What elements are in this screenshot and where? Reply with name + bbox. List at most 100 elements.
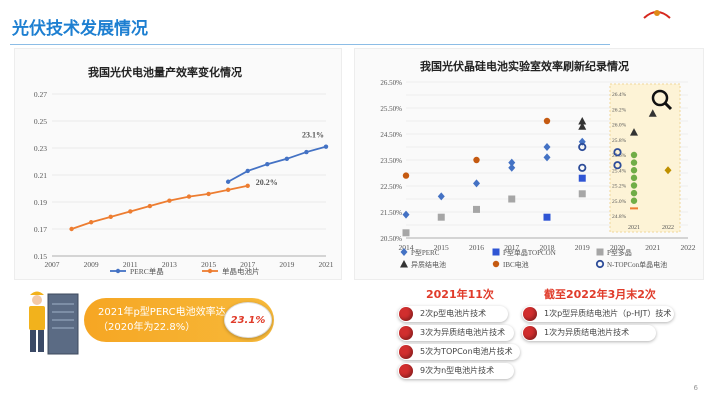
inset-y-tick-label: 25.2% [612,184,627,190]
data-point [69,226,74,232]
left-records-heading: 2021年11次 [426,288,494,301]
inset-data-point [630,197,638,204]
series-line [71,184,248,230]
record-item: 9次为n型电池片技术 [398,363,514,379]
legend-label: N-TOPCon单晶电池 [607,260,667,269]
data-point [578,117,587,125]
legend-marker [400,248,408,256]
data-point [108,214,113,220]
record-bullet-icon [399,364,413,378]
data-point [613,161,622,170]
x-tick-label: 2007 [45,260,60,269]
x-tick-label: 2015 [201,260,216,269]
data-point [508,163,516,172]
page-number: 6 [693,384,698,392]
legend-label: IBC电池 [503,260,529,269]
x-tick-label: 2021 [319,260,334,269]
data-point [284,156,290,161]
inset-y-tick-label: 26.4% [612,92,627,98]
record-bullet-icon [399,307,413,321]
data-point [508,158,516,167]
y-tick-label: 0.23 [34,144,47,153]
x-tick-label: 2014 [399,243,414,252]
data-point [402,172,410,179]
data-point [437,192,445,201]
chart-title-production: 我国光伏电池量产效率变化情况 [88,66,242,79]
record-item-label: 1次p型异质结电池片（p-HJT）技术 [544,309,672,318]
record-bullet-icon [399,345,413,359]
y-tick-label: 23.50% [380,157,402,165]
record-item: 1次为异质结电池片技术 [522,325,656,341]
legend-label: PERC单晶 [130,266,164,276]
engineer-illustration [29,291,79,355]
legend-marker [596,248,604,256]
x-tick-label: 2016 [469,243,484,252]
data-point [543,153,551,162]
x-tick-label: 2011 [123,260,138,269]
data-point [206,191,211,197]
legend-marker [207,268,213,274]
data-point [578,122,587,130]
x-tick-label: 2017 [240,260,255,269]
inset-y-tick-label: 25.0% [612,199,627,205]
record-bullet-icon [399,326,413,340]
legend-marker [595,259,605,269]
inset-data-point [630,167,638,174]
y-tick-label: 21.50% [380,209,402,217]
data-point [304,149,309,155]
data-point [508,195,516,203]
title-divider [10,44,610,45]
y-tick-label: 0.25 [34,117,47,126]
inset-y-tick-label: 25.6% [612,153,627,159]
page-title: 光伏技术发展情况 [12,19,148,39]
efficiency-badge: 23.1% [224,302,272,338]
inset-x-tick-label: 2021 [628,225,640,231]
data-point [225,187,231,193]
x-tick-label: 2009 [84,260,99,269]
inset-data-point [630,159,638,166]
chart-title-lab: 我国光伏晶硅电池实验室效率刷新纪录情况 [420,60,629,73]
legend-label: P型多晶 [607,248,632,257]
data-point [225,179,231,184]
y-tick-label: 0.19 [34,198,47,207]
magnifier-icon [651,89,673,111]
data-point [648,109,657,117]
record-item: 2次p型电池片技术 [398,306,508,322]
data-point [265,162,270,167]
series-line [227,145,327,183]
legend-marker [492,248,500,256]
data-point [543,143,551,151]
record-item-label: 2次p型电池片技术 [420,309,487,318]
legend-label: P型单晶TOPCON [503,248,556,257]
data-point [473,156,480,164]
legend-label: 单晶电池片 [222,266,260,276]
data-point [437,213,445,221]
inset-y-tick-label: 25.8% [612,138,627,144]
right-records-heading: 截至2022年3月末2次 [544,288,656,301]
x-tick-label: 2015 [434,243,449,252]
y-tick-label: 0.17 [34,225,47,234]
production-efficiency-panel [14,48,342,280]
data-point [402,229,410,237]
record-item-label: 5次为TOPCon电池片技术 [420,347,513,356]
y-tick-label: 20.50% [380,235,402,243]
inset-data-point [630,182,638,189]
data-point [578,163,587,172]
banner-line-2: （2020年为22.8%） [98,322,196,333]
lab-record-chart: 26.50% 25.50% 24.50% 23.50% 22.50% 21.50% 20.5… [380,79,695,269]
zoom-inset [609,83,681,233]
data-point [543,213,551,221]
inset-data-point [630,151,638,159]
inset-data-point [630,189,638,197]
record-bullet-icon [523,307,537,321]
inset-data-point [630,128,638,136]
inset-data-point [630,174,638,182]
banner-line-1: 2021年p型PERC电池效率达 [98,307,226,318]
data-label: 23.1% [302,131,324,140]
legend-label: P型PERC [411,248,440,257]
inset-y-tick-label: 26.2% [612,107,627,113]
data-point [473,205,480,213]
legend-marker [492,260,500,268]
